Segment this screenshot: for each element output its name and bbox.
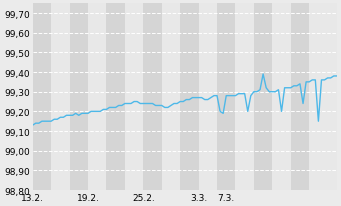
Bar bbox=[217, 4, 235, 190]
Bar bbox=[143, 4, 162, 190]
Bar bbox=[106, 4, 125, 190]
Bar bbox=[254, 4, 272, 190]
Bar bbox=[70, 4, 88, 190]
Bar bbox=[291, 4, 309, 190]
Bar bbox=[180, 4, 198, 190]
Bar bbox=[33, 4, 51, 190]
